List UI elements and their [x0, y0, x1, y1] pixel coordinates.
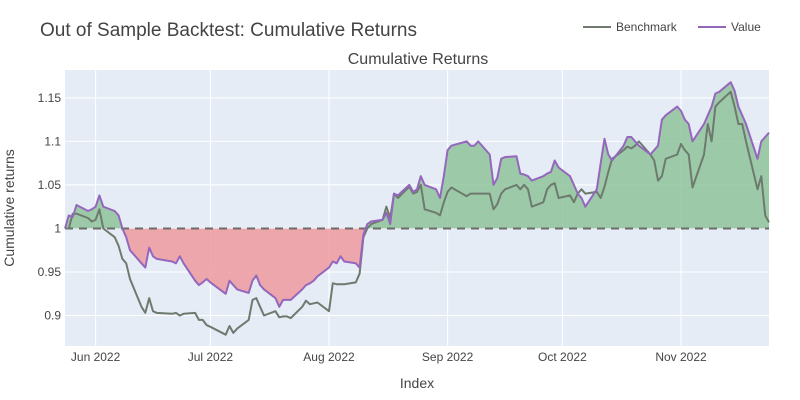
- x-tick-label: Jul 2022: [188, 350, 234, 364]
- legend[interactable]: Benchmark Value: [583, 20, 761, 34]
- y-tick-label: 0.95: [38, 265, 62, 279]
- y-tick-labels: 0.9 0.95 1 1.05 1.1 1.15: [38, 91, 62, 323]
- y-tick-label: 1.15: [38, 91, 62, 105]
- legend-value-label[interactable]: Value: [731, 20, 761, 34]
- fill-above-baseline: [365, 82, 769, 229]
- x-tick-labels: Jun 2022 Jul 2022 Aug 2022 Sep 2022 Oct 2022…: [71, 350, 707, 364]
- fill-below-baseline: [122, 228, 366, 307]
- main-title: Out of Sample Backtest: Cumulative Retur…: [40, 20, 417, 41]
- benchmark-series-line: [65, 90, 770, 336]
- x-tick-label: Sep 2022: [422, 350, 474, 364]
- y-tick-label: 0.9: [44, 309, 61, 323]
- fill-above-baseline: [65, 195, 123, 229]
- value-series-line: [64, 81, 770, 308]
- x-tick-label: Aug 2022: [303, 350, 355, 364]
- y-tick-label: 1.1: [44, 134, 61, 148]
- x-tick-label: Jun 2022: [71, 350, 121, 364]
- series-lines: [64, 81, 770, 336]
- y-tick-label: 1: [54, 222, 61, 236]
- x-axis-label: Index: [400, 375, 434, 391]
- subplot-title: Cumulative Returns: [348, 51, 489, 68]
- y-axis-label: Cumulative returns: [1, 149, 17, 267]
- x-tick-label: Oct 2022: [538, 350, 587, 364]
- y-tick-label: 1.05: [38, 178, 62, 192]
- x-tick-label: Nov 2022: [655, 350, 707, 364]
- fill-regions: [65, 82, 769, 307]
- legend-benchmark-label[interactable]: Benchmark: [616, 20, 678, 34]
